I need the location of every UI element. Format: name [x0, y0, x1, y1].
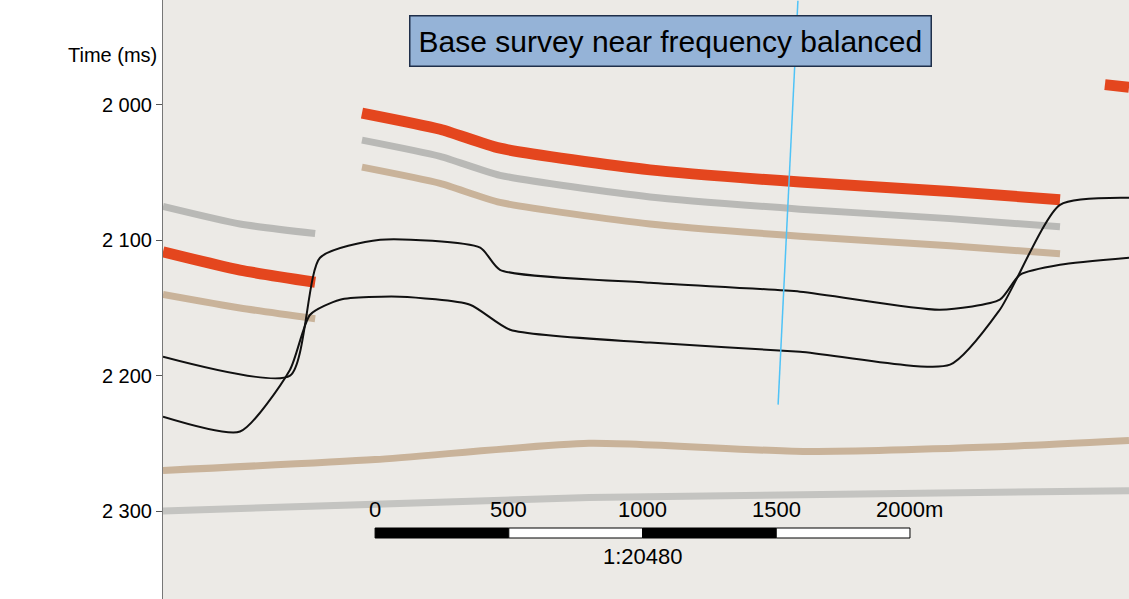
svg-text:0: 0	[369, 497, 381, 522]
svg-text:2 000: 2 000	[102, 94, 152, 116]
svg-text:Base survey near frequency bal: Base survey near frequency balanced	[419, 25, 923, 58]
svg-text:1:20480: 1:20480	[603, 544, 683, 569]
svg-text:2000m: 2000m	[876, 497, 943, 522]
svg-text:1000: 1000	[618, 497, 667, 522]
svg-text:500: 500	[490, 497, 527, 522]
svg-text:2 300: 2 300	[102, 500, 152, 522]
svg-text:1500: 1500	[752, 497, 801, 522]
svg-text:Time (ms): Time (ms)	[68, 44, 157, 66]
svg-text:2 100: 2 100	[102, 229, 152, 251]
svg-text:2 200: 2 200	[102, 365, 152, 387]
